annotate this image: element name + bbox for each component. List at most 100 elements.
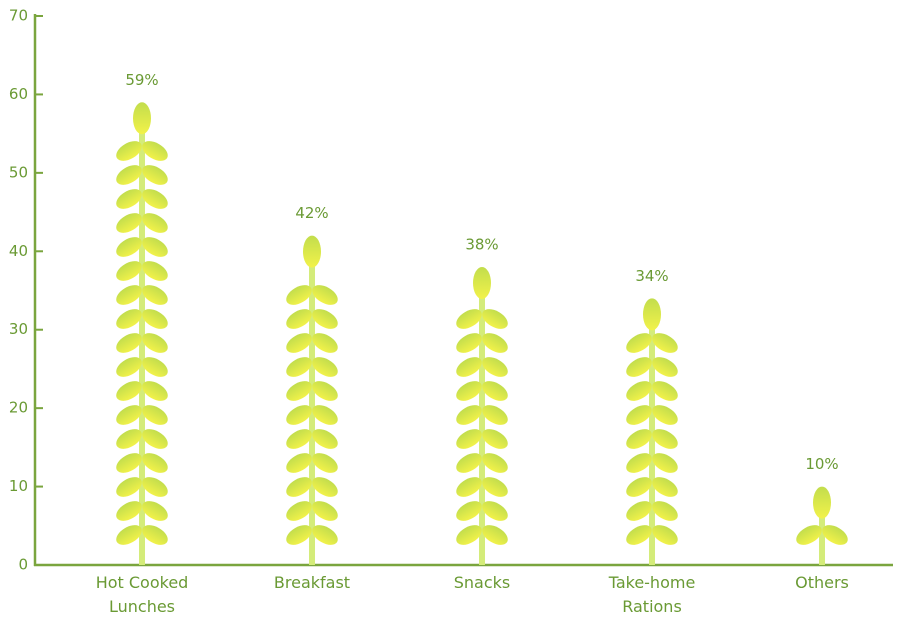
leaf-tip <box>643 298 661 331</box>
leaf <box>286 453 312 473</box>
value-label: 38% <box>465 235 498 253</box>
leaf <box>142 477 168 497</box>
leaf <box>652 453 678 473</box>
leaf <box>652 525 678 545</box>
leaf <box>652 429 678 449</box>
wheat-bar <box>286 235 338 565</box>
leaf <box>142 501 168 521</box>
leaf <box>286 381 312 401</box>
value-label: 34% <box>635 267 668 285</box>
leaf <box>312 381 338 401</box>
x-tick-label: Breakfast <box>273 573 351 592</box>
leaf <box>116 333 142 353</box>
leaf <box>286 309 312 329</box>
leaf <box>652 405 678 425</box>
leaf <box>116 381 142 401</box>
wheat-bar <box>626 298 678 565</box>
wheat-bar <box>796 486 848 565</box>
leaf <box>312 525 338 545</box>
leaf <box>482 453 508 473</box>
leaf <box>312 333 338 353</box>
x-tick-label: Take-home Rations <box>608 573 696 616</box>
wheat-bar <box>456 266 508 565</box>
leaf <box>456 381 482 401</box>
leaf <box>652 333 678 353</box>
y-tick-label: 0 <box>18 556 28 574</box>
stem <box>819 506 825 565</box>
leaf <box>142 333 168 353</box>
leaf <box>456 333 482 353</box>
leaf <box>142 237 168 257</box>
leaf <box>116 189 142 209</box>
value-label: 59% <box>125 71 158 89</box>
leaf <box>626 405 652 425</box>
leaf <box>286 357 312 377</box>
leaf <box>286 501 312 521</box>
leaf <box>116 285 142 305</box>
leaf <box>312 429 338 449</box>
leaf <box>116 477 142 497</box>
leaf <box>286 405 312 425</box>
leaf <box>286 429 312 449</box>
leaf <box>626 333 652 353</box>
leaf <box>312 405 338 425</box>
leaf <box>482 405 508 425</box>
x-tick-label: Snacks <box>453 573 511 592</box>
value-label: 10% <box>805 455 838 473</box>
leaf <box>142 285 168 305</box>
leaf <box>652 357 678 377</box>
leaf <box>142 189 168 209</box>
leaf <box>116 405 142 425</box>
leaf <box>626 453 652 473</box>
leaf <box>456 525 482 545</box>
leaf <box>456 405 482 425</box>
leaf <box>116 453 142 473</box>
leaf <box>482 525 508 545</box>
y-tick-label: 70 <box>9 7 28 25</box>
leaf <box>286 285 312 305</box>
leaf <box>142 453 168 473</box>
leaf <box>626 477 652 497</box>
wheat-bar <box>116 102 168 566</box>
leaf <box>286 477 312 497</box>
leaf <box>456 453 482 473</box>
leaf <box>822 525 848 545</box>
x-tick-label: Hot Cooked Lunches <box>95 573 189 616</box>
leaf <box>456 309 482 329</box>
leaf <box>142 213 168 233</box>
leaf <box>652 381 678 401</box>
leaf <box>116 501 142 521</box>
leaf <box>482 357 508 377</box>
leaf <box>116 429 142 449</box>
leaf <box>286 333 312 353</box>
leaf <box>116 309 142 329</box>
leaf <box>312 501 338 521</box>
leaf <box>116 237 142 257</box>
y-tick-label: 20 <box>9 399 28 417</box>
leaf <box>626 357 652 377</box>
leaf <box>286 525 312 545</box>
leaf <box>482 429 508 449</box>
leaf <box>652 501 678 521</box>
leaf <box>312 309 338 329</box>
leaf-tip <box>133 102 151 135</box>
leaf <box>116 357 142 377</box>
leaf <box>116 213 142 233</box>
y-tick-label: 50 <box>9 163 28 181</box>
leaf <box>626 429 652 449</box>
stem <box>139 122 145 566</box>
leaf <box>456 429 482 449</box>
y-tick-label: 40 <box>9 242 28 260</box>
leaf <box>456 357 482 377</box>
leaf <box>626 381 652 401</box>
stem <box>309 255 315 565</box>
leaf <box>626 501 652 521</box>
leaf <box>312 285 338 305</box>
leaf <box>312 453 338 473</box>
leaf <box>652 477 678 497</box>
leaf <box>116 165 142 185</box>
leaf-tip <box>473 266 491 299</box>
leaf <box>142 525 168 545</box>
